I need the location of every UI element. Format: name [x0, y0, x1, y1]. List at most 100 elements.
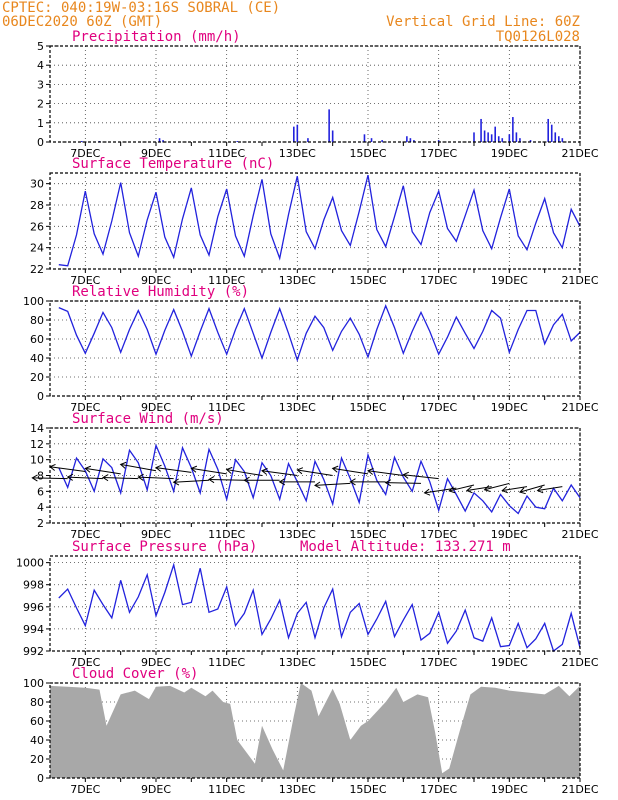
x-tick-label: 21DEC	[561, 528, 598, 541]
y-tick-label: 60	[30, 333, 44, 346]
wind-vector-head	[31, 474, 38, 482]
x-tick-label: 21DEC	[561, 147, 598, 160]
wind-vector	[32, 477, 68, 480]
x-tick-label: 13DEC	[279, 783, 316, 796]
header-location: CPTEC: 040:19W-03:16S SOBRAL (CE)	[2, 0, 280, 16]
y-tick-label: 20	[30, 753, 44, 766]
x-tick-label: 11DEC	[208, 783, 245, 796]
precip-bar	[550, 124, 553, 142]
wind-vector-head	[208, 476, 215, 484]
panel-title: Precipitation (mm/h)	[72, 29, 241, 45]
precip-bar	[331, 130, 334, 142]
y-tick-label: 100	[23, 295, 44, 308]
precip-bar	[512, 117, 514, 142]
wind-vector-head	[402, 471, 409, 479]
x-tick-label: 15DEC	[349, 783, 386, 796]
precip-bar	[363, 134, 366, 142]
wind-vector-head	[465, 486, 473, 494]
precip-bar	[554, 132, 557, 142]
wind-vector	[155, 467, 192, 473]
x-tick-label: 9DEC	[141, 528, 171, 541]
y-tick-label: 992	[23, 645, 44, 658]
wind-vector-head	[119, 461, 127, 469]
x-tick-label: 17DEC	[420, 147, 457, 160]
x-tick-label: 13DEC	[279, 528, 316, 541]
panel-frame	[49, 45, 581, 143]
wind-vector	[138, 476, 174, 480]
wind-vector-head	[423, 488, 431, 496]
y-tick-label: 10	[30, 454, 44, 467]
wind-vector-head	[225, 466, 233, 474]
precipitation-panel: Precipitation (mm/h) 0 1 2 3 4 5 7DEC 9DEC 11DEC…	[37, 29, 599, 160]
x-tick-label: 13DEC	[279, 147, 316, 160]
x-tick-label: 7DEC	[70, 528, 100, 541]
y-tick-label: 40	[30, 734, 44, 747]
x-tick-label: 7DEC	[70, 274, 100, 287]
precip-bar	[483, 130, 486, 142]
wind-vector-head	[519, 487, 526, 495]
wind-vector	[173, 479, 210, 483]
header-grid-line: Vertical Grid Line: 60Z	[386, 14, 580, 30]
wind-vector	[191, 467, 227, 475]
precip-bar	[497, 136, 500, 142]
precip-bar	[296, 124, 299, 142]
wind-vector	[484, 482, 510, 491]
precip-bar	[413, 140, 415, 142]
x-tick-label: 11DEC	[208, 147, 245, 160]
precip-bar	[162, 140, 164, 142]
y-tick-label: 5	[37, 40, 44, 53]
precip-bar	[558, 136, 560, 142]
wind-vector	[226, 469, 263, 476]
precip-bar	[370, 138, 373, 142]
wind-vector	[67, 476, 104, 480]
x-tick-label: 15DEC	[349, 401, 386, 414]
wind-vector	[449, 484, 475, 492]
panel-frame	[49, 300, 581, 397]
wind-vector-head	[536, 486, 544, 494]
header-model-id: TQ0126L028	[496, 29, 580, 45]
precip-bar	[236, 141, 239, 142]
wind-vector-head	[190, 465, 198, 473]
cloud-cover-panel: Cloud Cover (%) 0 20 40 60 80 100 7DEC 9DEC 11DE…	[23, 666, 599, 796]
wind-vector-head	[349, 478, 356, 486]
wind-panel: Surface Wind (m/s) 2 4 6 8 10 12 14 7DEC 9DEC 11D…	[30, 411, 599, 541]
x-tick-label: 11DEC	[208, 528, 245, 541]
series-line	[58, 304, 581, 362]
precip-bar	[293, 126, 295, 142]
wind-vector-head	[483, 485, 491, 492]
x-tick-label: 17DEC	[420, 274, 457, 287]
wind-vector-head	[261, 467, 268, 475]
x-tick-label: 9DEC	[141, 401, 171, 414]
y-tick-label: 26	[30, 220, 44, 233]
y-tick-label: 996	[23, 601, 44, 614]
precip-bar	[307, 138, 309, 142]
x-tick-label: 11DEC	[208, 656, 245, 669]
x-tick-label: 9DEC	[141, 274, 171, 287]
precip-bar	[529, 140, 532, 142]
precip-bar	[487, 132, 489, 142]
x-tick-label: 15DEC	[349, 147, 386, 160]
wind-vector	[502, 486, 528, 492]
x-tick-label: 7DEC	[70, 783, 100, 796]
x-tick-label: 17DEC	[420, 783, 457, 796]
y-tick-label: 14	[30, 422, 44, 435]
wind-vector-head	[501, 486, 509, 494]
x-tick-label: 7DEC	[70, 147, 100, 160]
panel-title: Surface Pressure (hPa)	[72, 539, 257, 555]
precip-bar	[519, 138, 521, 142]
model-altitude-label: Model Altitude: 133.271 m	[300, 539, 511, 555]
x-tick-label: 21DEC	[561, 656, 598, 669]
x-tick-label: 11DEC	[208, 274, 245, 287]
x-tick-label: 11DEC	[208, 401, 245, 414]
y-tick-label: 4	[37, 501, 44, 514]
y-tick-label: 994	[23, 623, 44, 636]
y-tick-label: 0	[37, 390, 44, 403]
panel-title: Cloud Cover (%)	[72, 666, 198, 682]
x-tick-label: 15DEC	[349, 528, 386, 541]
cloud-cover-area	[50, 683, 580, 778]
wind-vector-head	[331, 465, 339, 473]
wind-vector	[49, 466, 86, 473]
wind-vector-head	[102, 474, 109, 482]
y-tick-label: 2	[37, 98, 44, 111]
wind-vector	[208, 478, 245, 481]
